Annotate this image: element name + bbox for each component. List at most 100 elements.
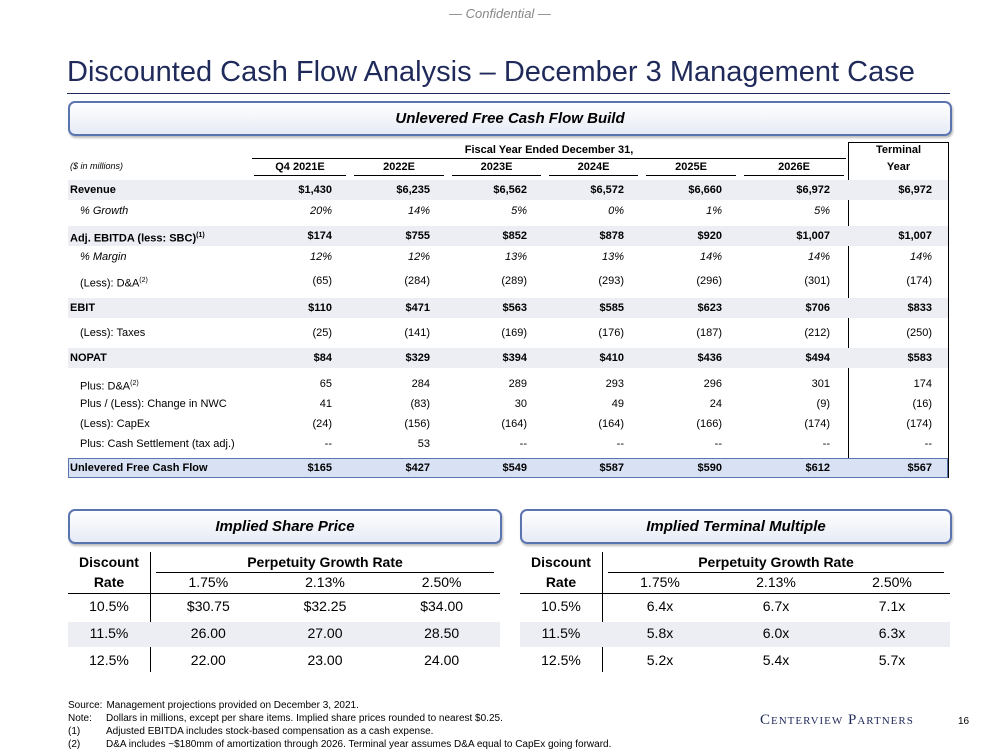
cell: $587 xyxy=(599,462,624,474)
row-label: 11.5% xyxy=(541,625,581,641)
row-label: Adj. EBITDA (less: SBC)(1) xyxy=(70,229,205,246)
cell: $6,972 xyxy=(796,184,830,196)
footnote-text: Dollars in millions, except per share it… xyxy=(106,713,503,724)
label-text: (Less): Taxes xyxy=(80,327,146,339)
cell: $6,660 xyxy=(688,184,722,196)
cell: $549 xyxy=(502,462,527,474)
column-header: 2022E xyxy=(383,161,415,173)
row-label: 10.5% xyxy=(541,598,581,614)
cell: $878 xyxy=(599,230,624,242)
cell: 7.1x xyxy=(878,598,906,614)
row-label: 11.5% xyxy=(89,625,129,641)
cell: (174) xyxy=(804,418,830,430)
row-band xyxy=(68,180,948,200)
footnote-text: Adjusted EBITDA includes stock-based com… xyxy=(106,726,434,737)
cell: (164) xyxy=(598,418,624,430)
row-header: Discount xyxy=(79,554,139,570)
cell: $833 xyxy=(907,302,932,314)
logo: Centerview Partners xyxy=(760,712,914,728)
divider xyxy=(150,552,151,672)
cell: (176) xyxy=(598,327,624,339)
cell: (156) xyxy=(404,418,430,430)
cell: 14% xyxy=(909,251,932,263)
row-header: Rate xyxy=(93,574,125,590)
section-header: Implied Share Price xyxy=(68,509,502,544)
cell: 20% xyxy=(309,205,332,217)
cell: 49 xyxy=(611,398,624,410)
cell: $706 xyxy=(805,302,830,314)
cell: $623 xyxy=(697,302,722,314)
column-header: 2023E xyxy=(480,161,513,173)
cell: (24) xyxy=(312,418,332,430)
cell: (296) xyxy=(696,275,722,287)
rule xyxy=(252,158,846,159)
column-header: 2.13% xyxy=(756,574,796,590)
cell: $1,430 xyxy=(298,184,332,196)
cell: 5.4x xyxy=(762,652,790,668)
cell: 1% xyxy=(706,205,722,217)
cell: (65) xyxy=(312,275,332,287)
cell: 5.8x xyxy=(646,625,674,641)
footnote-marker: Source: xyxy=(68,700,103,711)
row-label: NOPAT xyxy=(70,351,107,365)
cell: -- xyxy=(924,438,932,450)
cell: (284) xyxy=(404,275,430,287)
cell: $590 xyxy=(697,462,722,474)
cell: $436 xyxy=(697,352,722,364)
cell: $32.25 xyxy=(303,598,347,614)
row-band xyxy=(68,458,948,478)
cell: -- xyxy=(822,438,830,450)
cell: 284 xyxy=(411,378,430,390)
cell: (212) xyxy=(804,327,830,339)
cell: 293 xyxy=(605,378,624,390)
footnote-marker: (1) xyxy=(68,726,81,737)
label-text: Adj. EBITDA (less: SBC) xyxy=(70,232,197,245)
cell: $1,007 xyxy=(796,230,830,242)
label-text: NOPAT xyxy=(70,352,107,364)
cell: 24 xyxy=(709,398,722,410)
slide-title: Discounted Cash Flow Analysis – December… xyxy=(67,56,915,88)
footnote-marker: (2) xyxy=(68,739,81,750)
cell: -- xyxy=(324,438,332,450)
terminal-header: Terminal xyxy=(875,144,922,156)
column-header: Q4 2021E xyxy=(275,161,325,173)
label-text: Plus: Cash Settlement (tax adj.) xyxy=(80,438,235,450)
cell: 12% xyxy=(407,251,430,263)
row-label: % Growth xyxy=(80,204,128,218)
title-rule xyxy=(67,93,950,94)
row-band xyxy=(68,348,948,368)
column-header: 2024E xyxy=(577,161,610,173)
cell: (164) xyxy=(501,418,527,430)
cell: (141) xyxy=(404,327,430,339)
cell: $6,972 xyxy=(898,184,932,196)
cell: 6.7x xyxy=(762,598,790,614)
cell: (16) xyxy=(912,398,932,410)
footnote-ref: (1) xyxy=(196,232,205,239)
footnote: (2) D&A includes ~$180mm of amortization … xyxy=(68,738,611,750)
cell: 27.00 xyxy=(307,625,343,641)
footnote-marker: Note: xyxy=(68,713,92,724)
cell: $755 xyxy=(405,230,430,242)
footnote-ref: (2) xyxy=(139,277,148,284)
column-header: 2.50% xyxy=(421,574,462,590)
terminal-header: Year xyxy=(886,161,911,173)
label-text: (Less): CapEx xyxy=(80,418,150,430)
cell: 6.0x xyxy=(762,625,790,641)
section-header: Unlevered Free Cash Flow Build xyxy=(68,101,952,136)
cell: 12% xyxy=(309,251,332,263)
label-text: EBIT xyxy=(70,302,96,314)
row-label: (Less): Taxes xyxy=(80,326,145,340)
label-text: (Less): D&A xyxy=(80,277,140,290)
label-text: Revenue xyxy=(70,184,116,196)
rule xyxy=(646,175,736,176)
label-text: Unlevered Free Cash Flow xyxy=(70,462,208,474)
cell: 6.3x xyxy=(878,625,906,641)
rule xyxy=(254,175,346,176)
row-band xyxy=(68,226,948,246)
cell: $567 xyxy=(907,462,932,474)
cell: $84 xyxy=(313,352,332,364)
cell: -- xyxy=(616,438,624,450)
footnote-text: Management projections provided on Decem… xyxy=(106,700,359,711)
footnote-ref: (2) xyxy=(130,380,139,387)
cell: (169) xyxy=(501,327,527,339)
